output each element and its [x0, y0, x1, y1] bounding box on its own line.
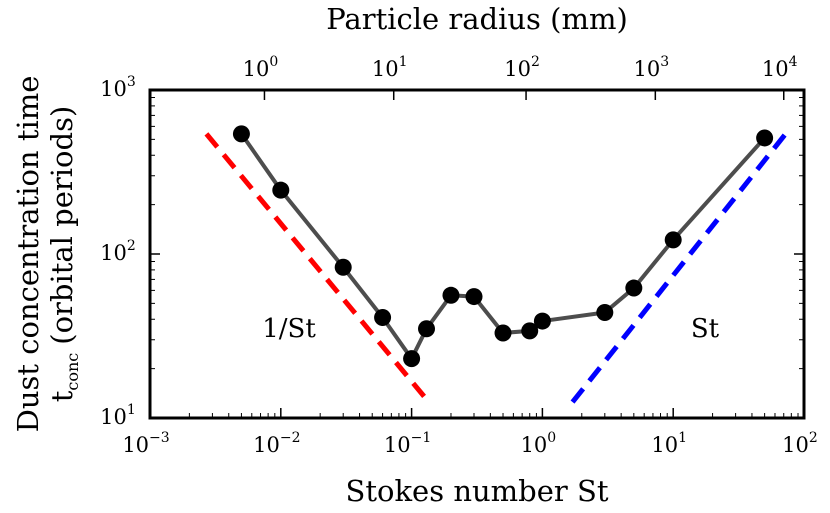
x-tick-label-exp: −3 — [149, 430, 170, 446]
data-point — [232, 125, 250, 143]
y-tick-label: 102 — [100, 238, 136, 265]
data-point — [533, 312, 551, 330]
data-point — [272, 181, 290, 199]
data-point — [465, 288, 483, 306]
x-tick-label-base: 10 — [782, 433, 809, 457]
top-tick-label-exp: 2 — [531, 54, 540, 70]
x-tick-label-exp: −1 — [411, 430, 432, 446]
data-point — [494, 324, 512, 342]
top-tick-label-exp: 1 — [399, 54, 408, 70]
top-tick-label: 104 — [762, 54, 798, 81]
x-tick-label-exp: 0 — [547, 430, 556, 446]
data-point — [664, 231, 682, 249]
top-tick-label-exp: 4 — [789, 54, 798, 70]
inverse-st-line — [204, 132, 429, 401]
x-tick-label: 102 — [782, 430, 818, 457]
top-tick-label-base: 10 — [243, 57, 270, 81]
y-tick-label-exp: 2 — [127, 238, 136, 254]
data-point — [418, 320, 436, 338]
x-tick-label: 10−1 — [384, 430, 431, 457]
y-axis-title-t: t — [45, 390, 79, 402]
top-tick-label: 103 — [633, 54, 669, 81]
data-point — [334, 258, 352, 276]
y-axis-title-line1: Dust concentration time — [11, 76, 45, 433]
x-tick-label-base: 10 — [122, 433, 149, 457]
top-tick-label-exp: 0 — [269, 54, 278, 70]
top-tick-label-exp: 3 — [660, 54, 669, 70]
data-point — [442, 286, 460, 304]
x-tick-label-exp: 1 — [678, 430, 687, 446]
y-tick-label: 103 — [100, 74, 136, 101]
y-tick-label-base: 10 — [100, 241, 127, 265]
top-tick-label: 101 — [372, 54, 408, 81]
top-tick-label-base: 10 — [633, 57, 660, 81]
data-point — [374, 309, 392, 327]
x-tick-label-base: 10 — [384, 433, 411, 457]
x-tick-label-exp: −2 — [280, 430, 301, 446]
data-point — [403, 350, 421, 368]
top-tick-label: 100 — [243, 54, 279, 81]
x-tick-label-base: 10 — [253, 433, 280, 457]
x-tick-label: 10−2 — [253, 430, 300, 457]
y-tick-label-exp: 3 — [127, 74, 136, 90]
annotation-st: St — [691, 314, 720, 344]
plot-frame — [148, 88, 806, 420]
data-point — [596, 303, 614, 321]
data-point — [756, 129, 774, 147]
y-tick-label: 101 — [100, 402, 136, 429]
x-tick-label-base: 10 — [651, 433, 678, 457]
x-tick-label: 10−3 — [122, 430, 169, 457]
y-tick-label-base: 10 — [100, 77, 127, 101]
y-axis-title-rest: (orbital periods) — [45, 106, 79, 345]
data-point — [521, 322, 539, 340]
data-point — [625, 279, 643, 297]
x-tick-label: 101 — [651, 430, 687, 457]
annotation-inverse-st: 1/St — [262, 314, 316, 344]
series-layer — [204, 125, 790, 404]
x-tick-label: 100 — [521, 430, 557, 457]
x-tick-label-base: 10 — [521, 433, 548, 457]
top-tick-label: 102 — [504, 54, 540, 81]
y-axis-title-sub: conc — [63, 353, 82, 391]
st-line — [570, 129, 790, 404]
top-axis-title: Particle radius (mm) — [326, 2, 628, 36]
y-tick-label-base: 10 — [100, 405, 127, 429]
top-tick-label-base: 10 — [372, 57, 399, 81]
top-tick-label-base: 10 — [762, 57, 789, 81]
x-tick-label-exp: 2 — [809, 430, 818, 446]
y-axis-title-2: tconc (orbital periods) — [45, 106, 82, 403]
y-axis-title: Dust concentration time — [11, 76, 45, 433]
top-tick-label-base: 10 — [504, 57, 531, 81]
y-axis-title-line2: tconc (orbital periods) — [45, 106, 82, 403]
x-axis-title: Stokes number St — [346, 474, 609, 508]
y-tick-label-exp: 1 — [127, 402, 136, 418]
